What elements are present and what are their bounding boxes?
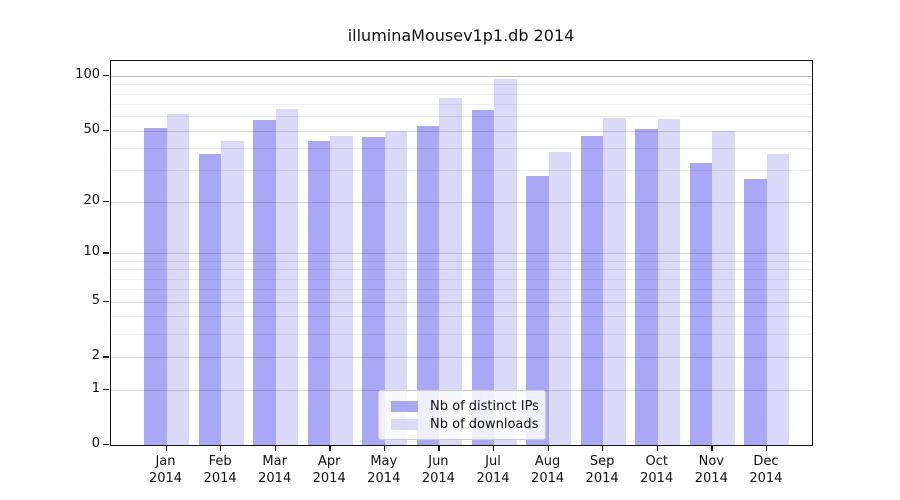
x-axis-tick [165,445,167,451]
x-axis-tick [656,445,659,451]
x-axis-tick-label: Jan 2014 [138,453,194,487]
y-axis-tick [103,200,109,202]
x-axis-year-label: 2014 [640,471,674,486]
y-axis-tick-label: 100 [75,67,100,82]
bar-ips-oct [635,129,658,445]
y-axis-tick [103,300,109,303]
chart-title: illuminaMousev1p1.db 2014 [347,26,575,45]
x-axis-year-label: 2014 [694,471,728,486]
bar-downloads-may [384,130,408,445]
bar-ips-jan [144,127,167,445]
x-axis-tick-label: Sep 2014 [574,453,630,487]
x-axis-year-label: 2014 [476,471,510,486]
x-axis-tick [602,445,604,451]
y-axis-tick-label: 0 [91,436,100,451]
y-axis-tick [103,129,109,131]
x-axis-tick-label: Aug 2014 [520,453,576,487]
legend-swatch-downloads-icon [391,418,418,430]
x-axis-tick-label: Nov 2014 [683,453,739,487]
bar-ips-feb [198,154,222,445]
bars-layer [111,61,812,445]
bar-downloads-mar [275,108,299,445]
x-axis-year-label: 2014 [421,471,455,486]
x-axis-tick [438,445,440,451]
x-axis-tick-label: Oct 2014 [629,453,685,487]
legend-label-downloads: Nb of downloads [430,416,539,432]
bar-downloads-nov [712,130,735,445]
x-axis-tick [383,445,386,451]
bar-ips-sep [580,135,604,445]
x-axis-year-label: 2014 [749,471,783,486]
bar-ips-mar [253,120,276,445]
y-axis-tick-label: 20 [83,192,100,208]
bar-ips-dec [744,178,767,445]
y-axis-tick [103,252,109,254]
x-axis-tick-label: Jul 2014 [465,453,521,487]
y-axis-tick-label: 2 [91,348,100,364]
legend-entry-distinct-ips: Nb of distinct IPs [387,397,539,415]
x-axis-year-label: 2014 [203,471,237,486]
bar-downloads-aug [548,152,572,445]
x-axis-tick [329,445,331,451]
x-axis-tick-label: Jun 2014 [410,453,466,487]
x-axis-tick [711,445,713,451]
bar-downloads-sep [603,117,626,445]
bar-ips-apr [307,140,331,445]
y-axis-tick-label: 50 [83,121,100,137]
x-axis-year-label: 2014 [585,471,619,486]
x-axis-tick [547,445,549,451]
bar-downloads-jul [494,79,517,445]
y-axis-tick-label: 5 [91,292,100,308]
x-axis-tick-label: May 2014 [356,453,412,487]
x-axis-tick [493,445,495,451]
bar-downloads-dec [766,154,790,445]
legend: Nb of distinct IPs Nb of downloads [378,390,546,440]
bar-ips-nov [689,163,713,445]
bar-downloads-oct [657,119,681,445]
bar-downloads-feb [221,140,244,445]
y-axis-tick [103,444,109,446]
x-axis-tick-label: Feb 2014 [192,453,248,487]
x-axis-tick-label: Dec 2014 [738,453,794,487]
bar-ips-may [362,137,385,445]
x-axis-year-label: 2014 [258,471,292,486]
y-axis-tick-label: 10 [83,244,100,260]
x-axis-tick-label: Apr 2014 [301,453,357,487]
bar-downloads-jan [166,113,189,445]
bar-downloads-apr [330,135,353,445]
legend-swatch-distinct-ips-icon [391,400,418,412]
x-axis-year-label: 2014 [148,471,183,486]
x-axis-year-label: 2014 [531,471,565,486]
y-axis-tick [103,356,109,358]
plot-area: Nb of distinct IPs Nb of downloads [110,60,813,446]
x-axis-year-label: 2014 [367,471,401,486]
bar-downloads-jun [439,97,462,445]
y-axis-tick-label: 1 [91,380,100,396]
y-axis-tick [103,75,109,77]
legend-label-distinct-ips: Nb of distinct IPs [430,398,539,414]
x-axis-tick [220,445,222,451]
x-axis-tick-label: Mar 2014 [247,453,303,487]
x-axis-tick [765,445,768,451]
bar-ips-aug [526,175,549,445]
y-axis-tick [103,388,109,390]
bar-ips-jun [416,126,440,445]
x-axis-year-label: 2014 [312,471,346,486]
x-axis-tick [274,445,277,451]
legend-entry-downloads: Nb of downloads [387,415,539,433]
bar-ips-jul [471,110,494,445]
